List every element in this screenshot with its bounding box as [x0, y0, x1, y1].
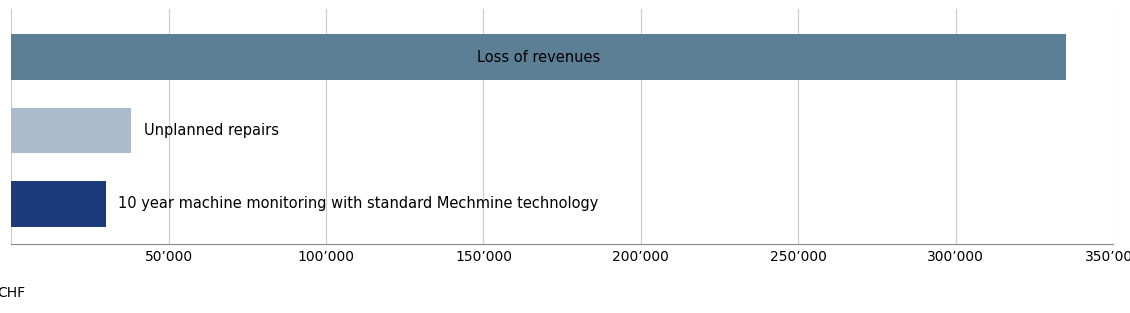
- Text: 10 year machine monitoring with standard Mechmine technology: 10 year machine monitoring with standard…: [119, 196, 599, 211]
- Bar: [11, 181, 106, 227]
- Text: CHF: CHF: [0, 286, 25, 300]
- Text: Loss of revenues: Loss of revenues: [477, 49, 600, 64]
- Bar: [11, 108, 131, 153]
- Text: Unplanned repairs: Unplanned repairs: [144, 123, 278, 138]
- Bar: [11, 34, 1066, 80]
